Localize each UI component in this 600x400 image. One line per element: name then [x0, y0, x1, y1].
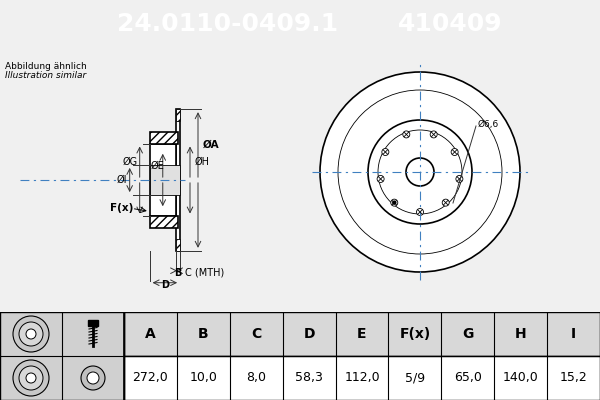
- Bar: [176, 109, 180, 251]
- Text: Abbildung ähnlich: Abbildung ähnlich: [5, 62, 87, 71]
- Bar: [0, 312, 124, 400]
- Circle shape: [87, 372, 99, 384]
- Circle shape: [378, 130, 462, 214]
- Circle shape: [393, 201, 396, 204]
- Circle shape: [19, 322, 43, 346]
- Text: D: D: [304, 327, 315, 341]
- Text: ØI: ØI: [116, 175, 127, 185]
- Text: 10,0: 10,0: [190, 372, 217, 384]
- Circle shape: [382, 148, 389, 156]
- Text: ØG: ØG: [122, 157, 137, 167]
- Circle shape: [451, 148, 458, 156]
- Text: 24.0110-0409.1: 24.0110-0409.1: [118, 12, 338, 36]
- Text: H: H: [515, 327, 526, 341]
- Text: 58,3: 58,3: [295, 372, 323, 384]
- Text: G: G: [462, 327, 473, 341]
- Text: 272,0: 272,0: [133, 372, 169, 384]
- Text: F(x): F(x): [399, 327, 431, 341]
- Circle shape: [320, 72, 520, 272]
- Text: 65,0: 65,0: [454, 372, 482, 384]
- Circle shape: [26, 373, 36, 383]
- Bar: [176, 109, 180, 121]
- Circle shape: [442, 199, 449, 206]
- Circle shape: [338, 90, 502, 254]
- Circle shape: [391, 199, 398, 206]
- Bar: [149, 144, 176, 216]
- Text: 112,0: 112,0: [344, 372, 380, 384]
- Text: F(x): F(x): [110, 203, 133, 214]
- Bar: [149, 165, 180, 195]
- Text: C: C: [251, 327, 262, 341]
- Text: E: E: [357, 327, 367, 341]
- Bar: [176, 239, 180, 251]
- Text: Ø6,6: Ø6,6: [478, 120, 499, 128]
- Text: B: B: [198, 327, 209, 341]
- Circle shape: [13, 360, 49, 396]
- Circle shape: [377, 176, 384, 182]
- Circle shape: [430, 131, 437, 138]
- Circle shape: [368, 120, 472, 224]
- Text: 8,0: 8,0: [246, 372, 266, 384]
- Text: D: D: [161, 280, 169, 290]
- Bar: [149, 216, 178, 228]
- Circle shape: [416, 208, 424, 216]
- Circle shape: [81, 366, 105, 390]
- Text: 5/9: 5/9: [405, 372, 425, 384]
- Circle shape: [403, 131, 410, 138]
- Text: 410409: 410409: [398, 12, 502, 36]
- Bar: [124, 356, 600, 400]
- Bar: [88, 320, 98, 326]
- Text: 15,2: 15,2: [560, 372, 587, 384]
- Text: ØA: ØA: [203, 140, 220, 150]
- Text: ØH: ØH: [195, 157, 210, 167]
- Text: C (MTH): C (MTH): [185, 268, 224, 278]
- Circle shape: [19, 366, 43, 390]
- Text: I: I: [571, 327, 576, 341]
- Text: A: A: [145, 327, 156, 341]
- Circle shape: [406, 158, 434, 186]
- Circle shape: [26, 329, 36, 339]
- Text: 140,0: 140,0: [503, 372, 539, 384]
- Text: Illustration similar: Illustration similar: [5, 71, 86, 80]
- Text: ØE: ØE: [151, 160, 164, 170]
- Text: B: B: [174, 268, 182, 278]
- Bar: [124, 312, 600, 356]
- Circle shape: [456, 176, 463, 182]
- Circle shape: [13, 316, 49, 352]
- Bar: [149, 132, 178, 144]
